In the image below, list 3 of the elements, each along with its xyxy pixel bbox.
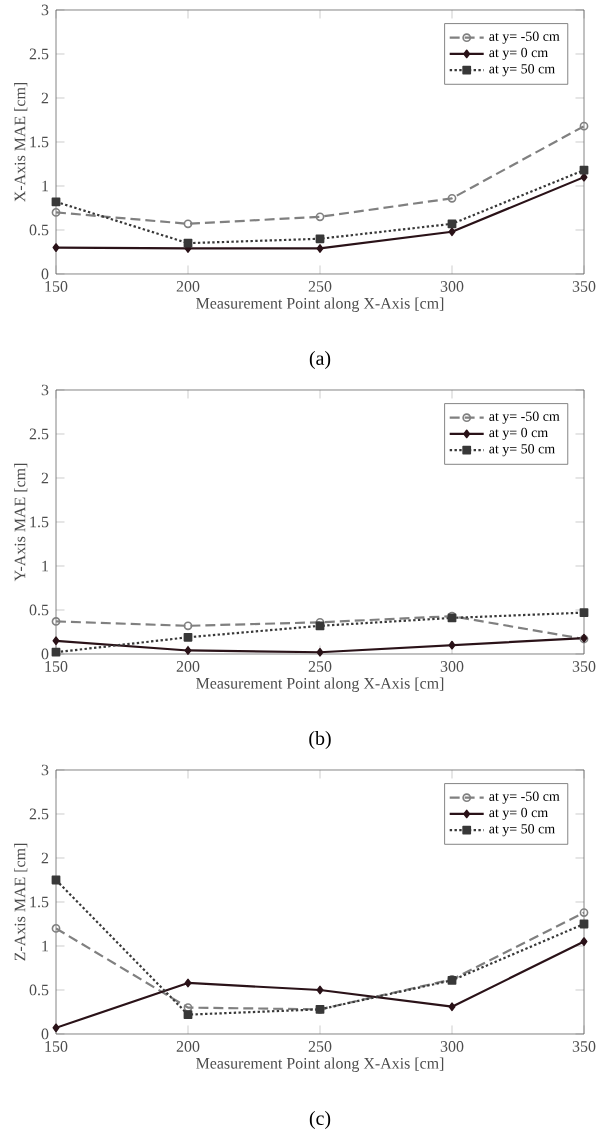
text: (c) xyxy=(309,1110,331,1130)
text: (b) xyxy=(309,730,331,750)
text: (a) xyxy=(309,350,331,370)
